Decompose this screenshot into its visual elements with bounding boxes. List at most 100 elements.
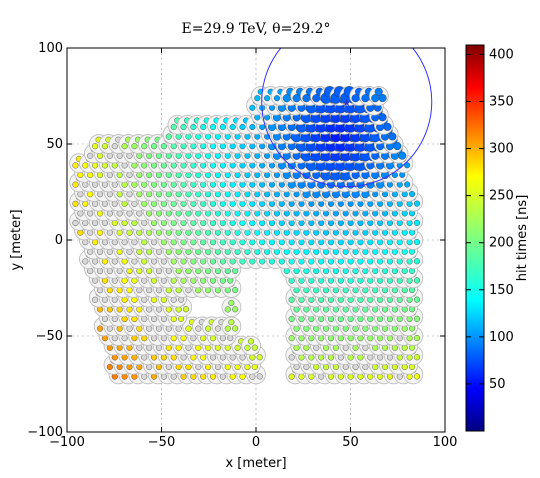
hit-marker: [382, 230, 388, 236]
hit-marker: [132, 316, 138, 322]
hit-marker: [127, 364, 133, 370]
hit-marker: [191, 374, 197, 380]
hit-marker: [156, 307, 162, 313]
hit-marker: [235, 153, 241, 159]
hit-marker: [309, 278, 315, 284]
hit-marker: [181, 259, 187, 265]
hit-marker: [323, 364, 329, 370]
y-axis-label: y [meter]: [9, 209, 24, 270]
hit-marker: [156, 364, 162, 370]
hit-marker: [309, 259, 315, 265]
hit-marker: [402, 345, 408, 351]
hit-marker: [392, 364, 398, 370]
hit-marker: [220, 278, 226, 284]
hit-marker: [250, 105, 256, 111]
hit-marker: [402, 268, 408, 274]
hit-marker: [313, 326, 319, 332]
hit-marker: [171, 335, 177, 341]
hit-marker: [414, 278, 420, 284]
hit-marker: [363, 364, 369, 370]
hit-marker: [397, 220, 403, 226]
hit-marker: [102, 239, 108, 245]
hit-marker: [309, 239, 315, 245]
hit-marker: [250, 124, 256, 130]
hit-marker: [392, 326, 398, 332]
hit-marker: [245, 153, 251, 159]
hit-marker: [250, 143, 256, 149]
hit-marker: [191, 143, 197, 149]
hit-marker: [151, 335, 157, 341]
hit-marker: [309, 374, 315, 380]
hit-marker: [358, 278, 364, 284]
hit-marker: [363, 211, 369, 217]
hit-marker: [191, 182, 197, 188]
hit-marker: [279, 182, 285, 188]
hit-marker: [230, 163, 236, 169]
hit-marker: [195, 172, 201, 178]
hit-marker: [353, 268, 359, 274]
hit-marker: [235, 191, 241, 197]
hit-marker: [254, 191, 260, 197]
hit-marker: [176, 287, 182, 293]
hit-marker: [102, 316, 108, 322]
hit-marker: [289, 335, 295, 341]
hit-marker: [387, 355, 393, 361]
hit-marker: [161, 163, 167, 169]
hit-marker: [146, 230, 152, 236]
hit-marker: [102, 220, 108, 226]
hit-marker: [87, 230, 93, 236]
hit-marker: [195, 268, 201, 274]
hit-marker: [73, 163, 79, 169]
hit-marker: [156, 249, 162, 255]
y-tick-label: 100: [38, 41, 63, 56]
hit-marker: [171, 124, 177, 130]
hit-marker: [181, 124, 187, 130]
hit-marker: [250, 220, 256, 226]
hit-marker: [240, 182, 246, 188]
hit-marker: [377, 278, 383, 284]
hit-marker: [220, 201, 226, 207]
hit-marker: [294, 230, 300, 236]
hit-marker: [338, 297, 344, 303]
hit-marker: [220, 259, 226, 265]
hit-marker: [171, 201, 177, 207]
hit-marker: [240, 143, 246, 149]
hit-marker: [382, 307, 388, 313]
hit-marker: [92, 220, 98, 226]
hit-marker: [254, 134, 260, 140]
hit-marker: [205, 153, 211, 159]
hit-marker: [122, 297, 128, 303]
hit-marker: [402, 364, 408, 370]
hit-marker: [232, 306, 238, 312]
hit-marker: [107, 268, 113, 274]
hit-marker: [87, 172, 93, 178]
hit-marker: [235, 364, 241, 370]
hit-marker: [387, 239, 393, 245]
hit-marker: [146, 345, 152, 351]
hit-marker: [166, 134, 172, 140]
hit-marker: [107, 230, 113, 236]
hit-marker: [333, 326, 339, 332]
y-tick-label: −50: [36, 329, 63, 344]
hit-marker: [313, 249, 319, 255]
hit-marker: [259, 124, 265, 130]
hit-marker: [367, 355, 373, 361]
hit-marker: [97, 287, 103, 293]
hit-marker: [127, 268, 133, 274]
hit-marker: [215, 191, 221, 197]
hit-marker: [186, 230, 192, 236]
hit-marker: [343, 268, 349, 274]
hit-marker: [309, 297, 315, 303]
hit-marker: [313, 287, 319, 293]
hit-marker: [304, 230, 310, 236]
hit-marker: [166, 249, 172, 255]
hit-marker: [195, 191, 201, 197]
hit-marker: [348, 374, 354, 380]
hit-marker: [112, 355, 118, 361]
hit-marker: [259, 182, 265, 188]
hit-marker: [402, 191, 408, 197]
hit-marker: [73, 182, 79, 188]
hit-marker: [210, 259, 216, 265]
hit-marker: [333, 307, 339, 313]
hit-marker: [228, 319, 234, 325]
